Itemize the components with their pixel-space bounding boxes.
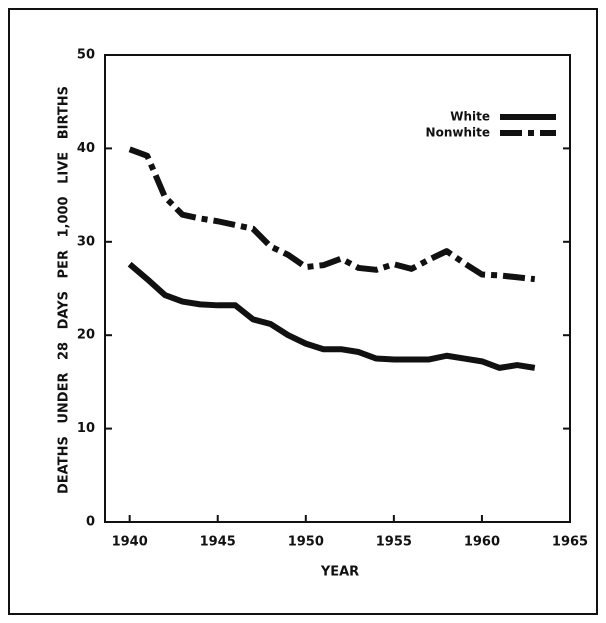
y-tick-label: 10 [77,421,95,436]
x-tick-label: 1945 [200,535,236,550]
y-tick-label: 20 [77,328,95,343]
x-tick-label: 1950 [288,535,324,550]
y-tick-label: 30 [77,234,95,249]
legend-label: White [450,110,490,124]
y-axis-label: DEATHS UNDER 28 DAYS PER 1,000 LIVE BIRT… [57,86,72,494]
x-tick-label: 1940 [112,535,148,550]
x-tick-label: 1955 [376,535,412,550]
x-tick-label: 1965 [552,535,588,550]
x-tick-label: 1960 [464,535,500,550]
x-axis-label: YEAR [320,565,359,580]
plot-frame [104,54,571,523]
y-tick-label: 0 [86,515,95,530]
series-line [128,146,536,283]
legend-label: Nonwhite [426,126,490,140]
y-tick-label: 40 [77,141,95,156]
series-line [127,261,536,371]
y-tick-label: 50 [77,48,95,63]
frame [8,8,598,615]
